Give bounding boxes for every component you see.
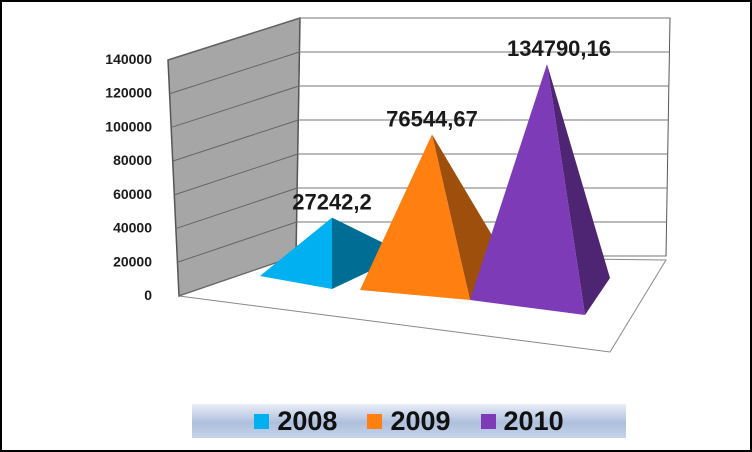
- data-label-2009: 76544,67: [386, 106, 478, 131]
- legend-swatch-2009: [367, 413, 383, 429]
- pyramid-face-front: [470, 64, 585, 315]
- legend-swatch-2008: [254, 413, 270, 429]
- y-tick-label: 20000: [113, 253, 152, 269]
- pyramid-face-side: [332, 217, 406, 289]
- pyramid-face-front: [260, 217, 332, 289]
- pyramid-2010: [470, 64, 610, 315]
- y-tick-label: 40000: [113, 220, 152, 236]
- side-wall: [167, 16, 301, 298]
- gridline-side: [172, 119, 299, 162]
- gridline-side: [167, 17, 301, 61]
- legend-item-2010: 2010: [480, 405, 564, 437]
- legend-item-2009: 2009: [367, 405, 451, 437]
- legend-label-2009: 2009: [390, 405, 451, 436]
- legend-label-2008: 2008: [277, 405, 338, 436]
- data-label-2010: 134790,16: [507, 36, 611, 61]
- legend-label-2010: 2010: [503, 405, 564, 436]
- gridline-side: [175, 187, 298, 230]
- y-tick-label: 100000: [105, 118, 152, 134]
- pyramid-face-side: [547, 64, 610, 315]
- y-tick-label: 60000: [113, 186, 152, 202]
- y-tick-label: 120000: [105, 85, 152, 101]
- gridline-side: [169, 51, 300, 95]
- pyramid-face-front: [360, 134, 470, 300]
- y-tick-label: 80000: [113, 152, 152, 168]
- legend-swatch-2010: [480, 413, 496, 429]
- data-label-2008: 27242,2: [292, 190, 372, 215]
- gridline-side: [170, 85, 300, 128]
- y-tick-label: 0: [144, 287, 152, 303]
- y-tick-label: 140000: [105, 51, 152, 67]
- legend-item-2008: 2008: [254, 406, 337, 437]
- legend: 2008 2009 2010: [192, 404, 626, 438]
- pyramid-2008: [260, 217, 406, 289]
- gridline-side: [177, 221, 297, 263]
- gridline-side: [174, 153, 298, 196]
